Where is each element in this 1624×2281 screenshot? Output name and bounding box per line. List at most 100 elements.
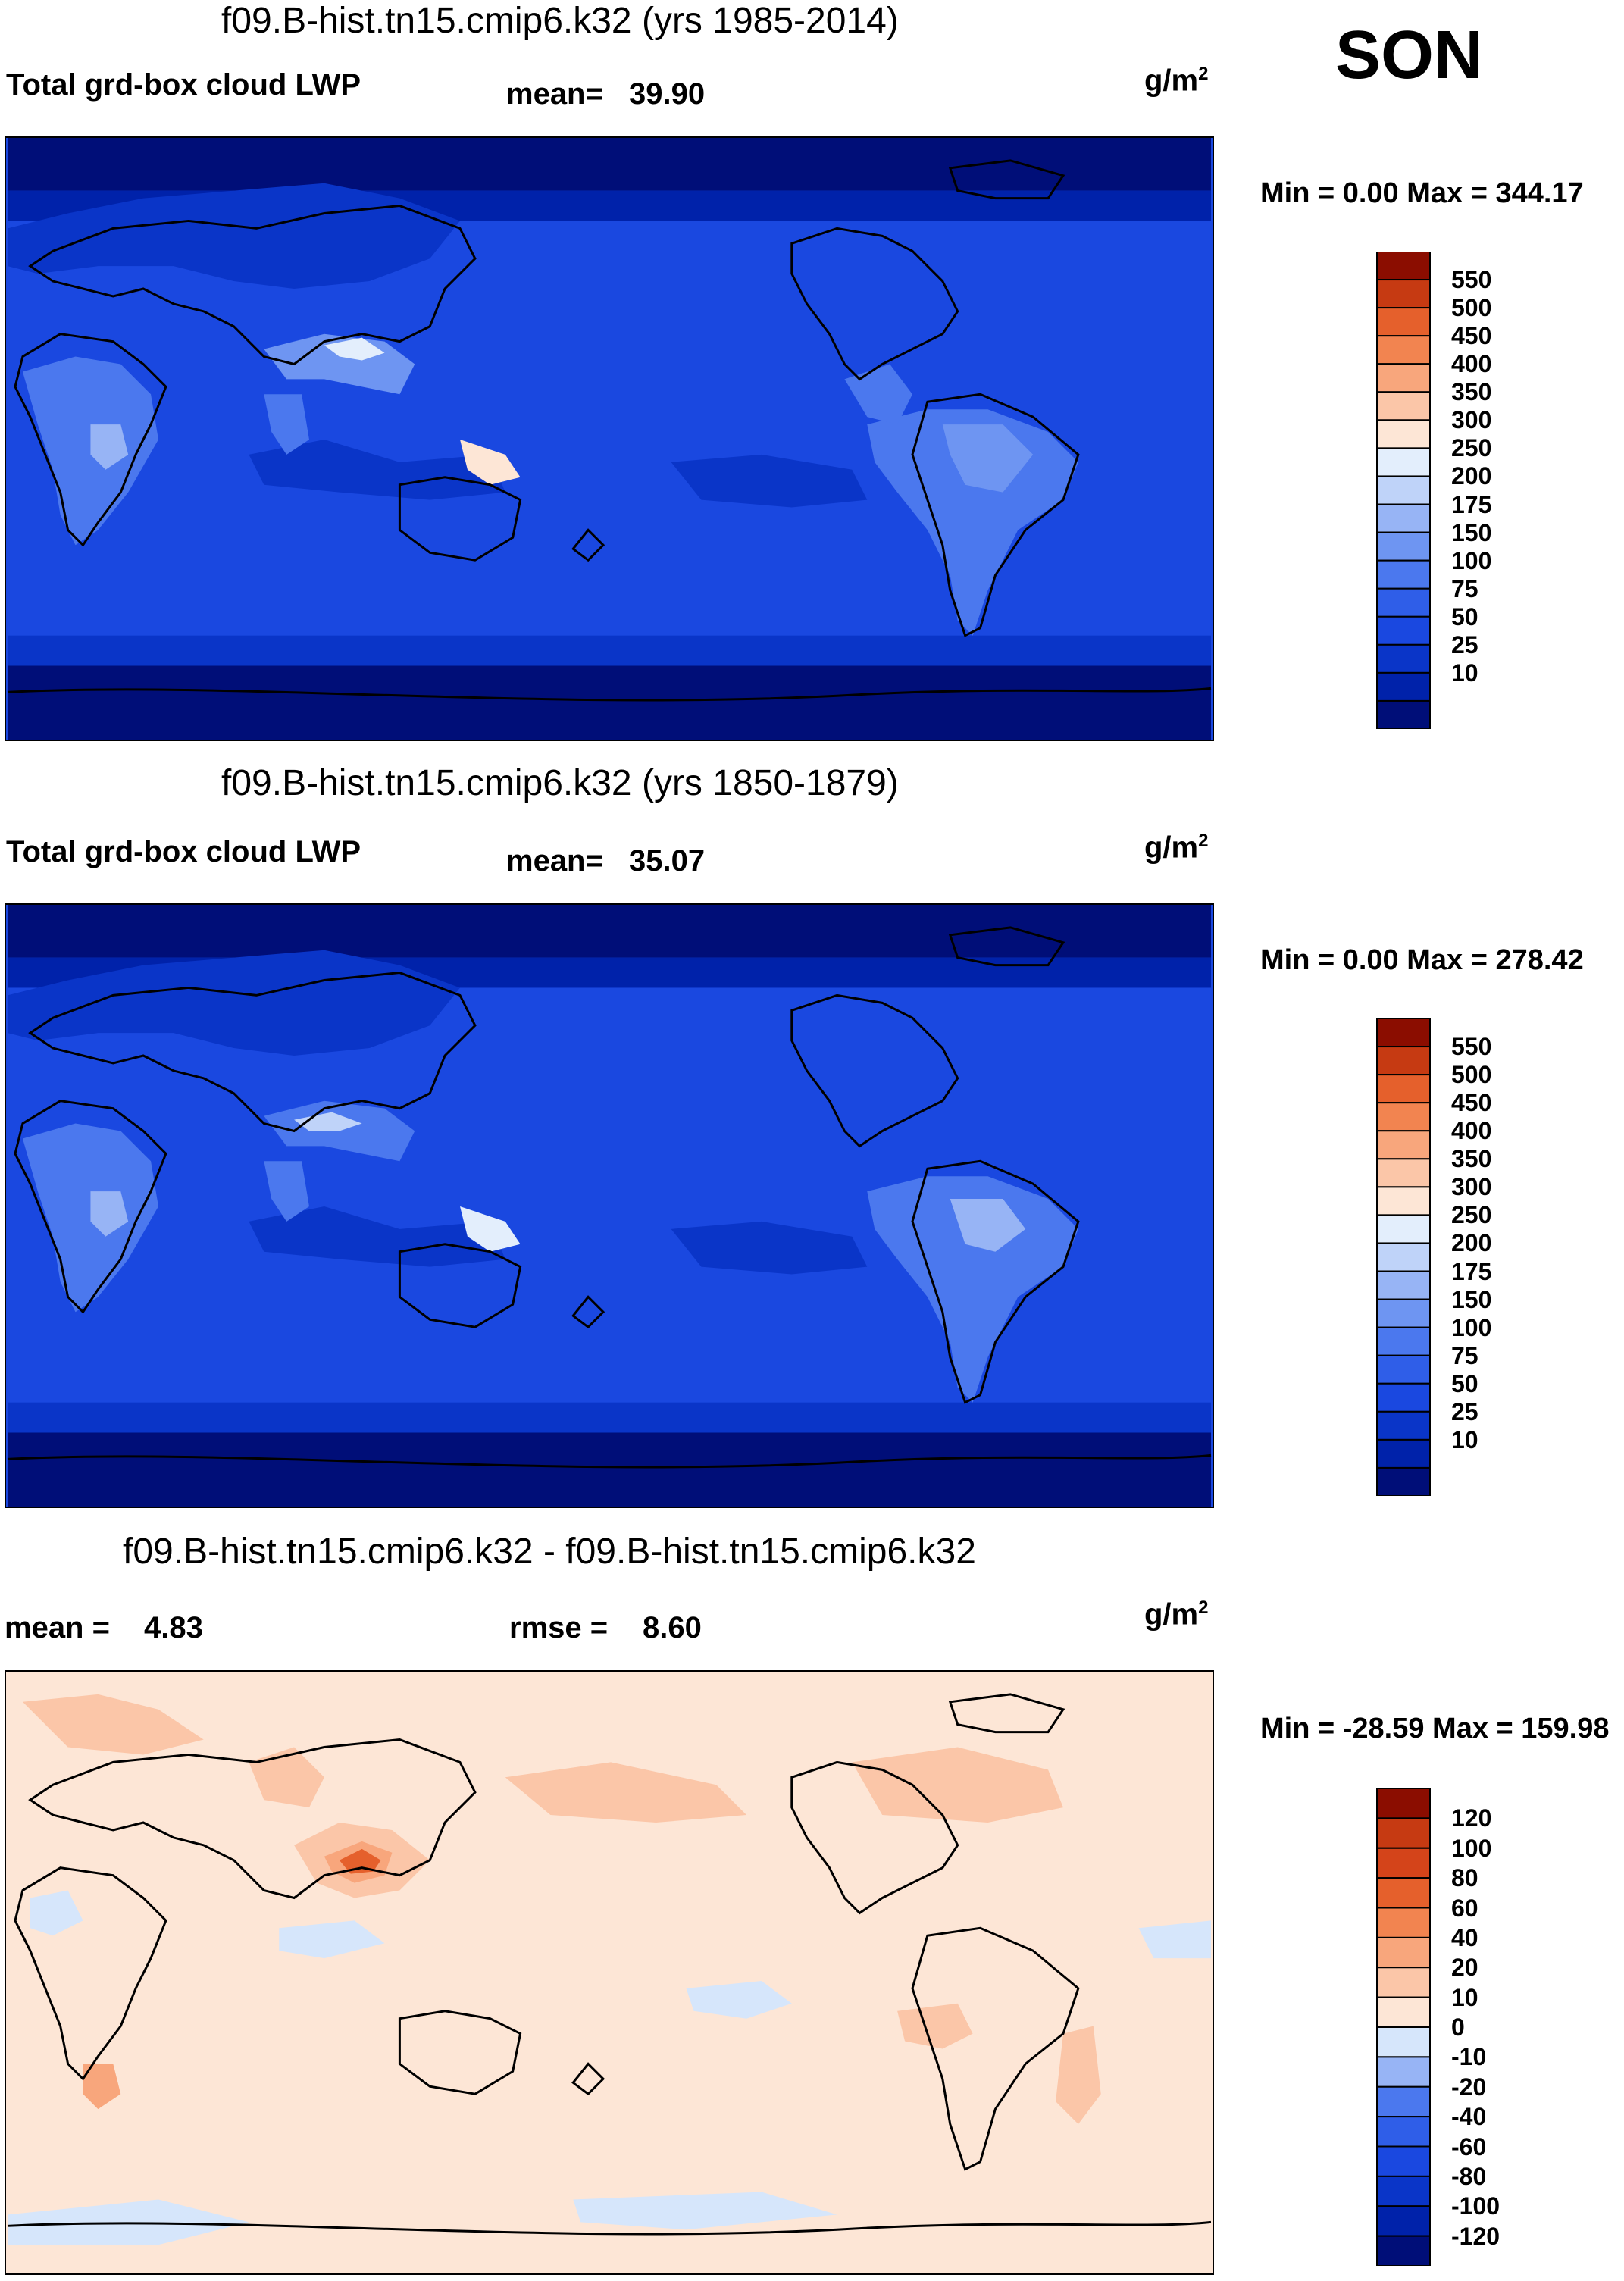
colorbar-label: 250 <box>1451 434 1492 462</box>
colorbar-swatch <box>1376 1382 1431 1413</box>
colorbar-label: -100 <box>1451 2192 1500 2220</box>
colorbar-swatch <box>1376 1214 1431 1244</box>
colorbar-label: 120 <box>1451 1804 1492 1832</box>
colorbar-swatch <box>1376 1298 1431 1328</box>
panel1-title: f09.B-hist.tn15.cmip6.k32 (yrs 1985-2014… <box>221 1 899 41</box>
colorbar-swatch <box>1376 1130 1431 1160</box>
panel3-colorbar <box>1376 1788 1431 2267</box>
colorbar-label: -60 <box>1451 2132 1487 2161</box>
colorbar-swatch <box>1376 1046 1431 1076</box>
panel2-minmax: Min = 0.00 Max = 278.42 <box>1260 944 1584 976</box>
colorbar-swatch <box>1376 2205 1431 2237</box>
colorbar-label: 400 <box>1451 350 1492 378</box>
panel1-mean-label: mean= <box>506 77 603 111</box>
panel3-rmse-label: rmse = <box>509 1611 609 1644</box>
colorbar-label: 400 <box>1451 1117 1492 1145</box>
colorbar-label: 25 <box>1451 630 1478 659</box>
colorbar-swatch <box>1376 1158 1431 1188</box>
colorbar-label: 500 <box>1451 1061 1492 1089</box>
colorbar-label: 60 <box>1451 1894 1478 1922</box>
colorbar-swatch <box>1376 1466 1431 1497</box>
colorbar-swatch <box>1376 1877 1431 1909</box>
panel2-mean-value: 35.07 <box>629 844 706 878</box>
colorbar-swatch <box>1376 2175 1431 2207</box>
colorbar-swatch <box>1376 307 1431 337</box>
colorbar-label: -40 <box>1451 2103 1487 2131</box>
colorbar-swatch <box>1376 1996 1431 2028</box>
colorbar-swatch <box>1376 2116 1431 2148</box>
colorbar-swatch <box>1376 475 1431 505</box>
colorbar-label: 300 <box>1451 1173 1492 1201</box>
panel2-units: g/m2 <box>1144 831 1209 865</box>
colorbar-label: 150 <box>1451 1285 1492 1313</box>
colorbar-swatch <box>1376 1847 1431 1879</box>
colorbar-label: 200 <box>1451 462 1492 490</box>
panel1-mean-value: 39.90 <box>629 77 706 111</box>
colorbar-swatch <box>1376 2235 1431 2267</box>
colorbar-label: 10 <box>1451 1425 1478 1453</box>
colorbar-label: 550 <box>1451 266 1492 294</box>
colorbar-swatch <box>1376 1438 1431 1469</box>
panel3-minmax: Min = -28.59 Max = 159.98 <box>1260 1713 1610 1744</box>
colorbar-swatch <box>1376 2056 1431 2088</box>
colorbar-swatch <box>1376 615 1431 646</box>
colorbar-label: 100 <box>1451 546 1492 574</box>
panel1-map-svg <box>7 138 1212 740</box>
panel1-map <box>5 136 1214 741</box>
colorbar-label: 100 <box>1451 1313 1492 1341</box>
colorbar-swatch <box>1376 251 1431 281</box>
panel2-map <box>5 903 1214 1508</box>
colorbar-swatch <box>1376 1074 1431 1104</box>
panel3-map-svg <box>7 1672 1212 2273</box>
season-label: SON <box>1335 17 1484 93</box>
panel2-map-svg <box>7 905 1212 1507</box>
panel3-rmse-value: 8.60 <box>643 1611 702 1644</box>
colorbar-label: 75 <box>1451 1341 1478 1369</box>
colorbar-swatch <box>1376 1967 1431 1998</box>
colorbar-swatch <box>1376 671 1431 702</box>
colorbar-label: 25 <box>1451 1397 1478 1425</box>
panel3-map <box>5 1670 1214 2275</box>
colorbar-swatch <box>1376 279 1431 309</box>
colorbar-label: -10 <box>1451 2043 1487 2071</box>
colorbar-label: 100 <box>1451 1834 1492 1862</box>
colorbar-swatch <box>1376 1907 1431 1938</box>
colorbar-label: 350 <box>1451 1145 1492 1173</box>
colorbar-swatch <box>1376 1102 1431 1132</box>
colorbar-label: 150 <box>1451 518 1492 546</box>
colorbar-swatch <box>1376 1270 1431 1300</box>
colorbar-label: 20 <box>1451 1954 1478 1982</box>
panel3-units: g/m2 <box>1144 1597 1209 1632</box>
colorbar-label: -80 <box>1451 2162 1487 2190</box>
colorbar-label: 450 <box>1451 322 1492 350</box>
colorbar-swatch <box>1376 2026 1431 2058</box>
panel3-title: f09.B-hist.tn15.cmip6.k32 - f09.B-hist.t… <box>123 1532 976 1572</box>
colorbar-label: 75 <box>1451 574 1478 602</box>
panel2-colorbar <box>1376 1018 1431 1497</box>
colorbar-swatch <box>1376 2085 1431 2118</box>
panel2-colorbar-svg <box>1376 1018 1431 1497</box>
colorbar-swatch <box>1376 391 1431 421</box>
colorbar-label: 500 <box>1451 294 1492 322</box>
colorbar-label: 300 <box>1451 406 1492 434</box>
colorbar-label: -120 <box>1451 2222 1500 2250</box>
colorbar-label: 50 <box>1451 602 1478 630</box>
panel3-colorbar-svg <box>1376 1788 1431 2267</box>
colorbar-label: 350 <box>1451 378 1492 406</box>
panel1-units: g/m2 <box>1144 64 1209 98</box>
colorbar-swatch <box>1376 1326 1431 1356</box>
colorbar-swatch <box>1376 363 1431 393</box>
colorbar-swatch <box>1376 447 1431 477</box>
colorbar-label: 450 <box>1451 1089 1492 1117</box>
colorbar-swatch <box>1376 587 1431 618</box>
colorbar-label: -20 <box>1451 2073 1487 2101</box>
colorbar-swatch <box>1376 1788 1431 1819</box>
panel2-mean-label: mean= <box>506 844 603 878</box>
colorbar-label: 10 <box>1451 659 1478 687</box>
colorbar-swatch <box>1376 503 1431 533</box>
colorbar-swatch <box>1376 335 1431 365</box>
colorbar-label: 0 <box>1451 2013 1465 2041</box>
colorbar-label: 550 <box>1451 1033 1492 1061</box>
panel2-variable: Total grd-box cloud LWP <box>6 835 361 868</box>
colorbar-swatch <box>1376 1936 1431 1969</box>
